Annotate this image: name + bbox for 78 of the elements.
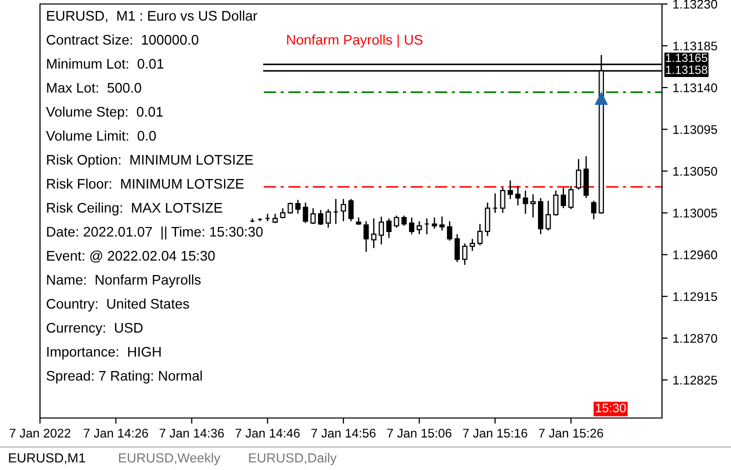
x-tick-label: 7 Jan 14:36	[160, 428, 224, 438]
candlestick	[364, 220, 369, 252]
candlestick	[378, 216, 384, 246]
candlestick	[591, 200, 596, 220]
candlestick	[454, 234, 460, 263]
annotation: Risk Option: MINIMUM LOTSIZE	[47, 154, 253, 168]
candlestick	[310, 208, 316, 225]
candlestick	[371, 218, 376, 249]
candlestick	[409, 216, 414, 235]
x-tick-label: 7 Jan 2022	[10, 428, 70, 438]
y-tick-label: 1.12915	[673, 292, 718, 302]
annotation: Nonfarm Payrolls | US	[287, 34, 422, 48]
y-tick-label: 1.13005	[673, 208, 718, 218]
candlestick	[348, 198, 354, 222]
annotation: Risk Ceiling: MAX LOTSIZE	[47, 202, 222, 216]
text: EURUSD,Daily	[249, 452, 337, 466]
y-tick-label: 1.13140	[673, 83, 718, 92]
candlestick	[553, 190, 558, 216]
x-tick-label: 7 Jan 15:06	[387, 428, 452, 438]
candlestick	[439, 216, 445, 232]
candlestick	[462, 242, 468, 266]
candlestick	[288, 202, 293, 214]
candlestick	[340, 198, 346, 222]
candlestick	[522, 190, 528, 214]
y-tick-label: 1.13185	[673, 42, 718, 50]
x-tick-label: 7 Jan 14:26	[84, 428, 148, 438]
annotation: Name: Nonfarm Payrolls	[47, 274, 201, 288]
text: EURUSD,Weekly	[119, 452, 220, 466]
candlestick	[394, 215, 400, 228]
candlestick	[546, 200, 551, 232]
y-tick-label: 1.12960	[673, 250, 718, 260]
x-tick-label: 7 Jan 14:56	[311, 428, 376, 438]
text: EURUSD,M1	[9, 453, 86, 464]
chart-title: EURUSD, M1 : Euro vs US Dollar	[47, 10, 258, 22]
annotation: Date: 2022.01.07 || Time: 15:30:30	[47, 226, 263, 240]
candlestick	[432, 216, 438, 230]
candlestick	[576, 158, 582, 190]
candlestick	[386, 218, 392, 239]
annotation: 15:30	[596, 404, 626, 412]
annotation: Volume Step: 0.01	[46, 106, 163, 120]
y-tick-label: 1.13230	[673, 0, 718, 9]
candlestick	[302, 202, 308, 224]
candlestick	[318, 209, 324, 226]
annotation: Currency: USD	[46, 322, 143, 336]
ref-line-label: 1.13158	[666, 66, 708, 74]
candlestick	[280, 208, 286, 220]
annotation: Contract Size: 100000.0	[46, 34, 198, 45]
x-tick-label: 7 Jan 14:46	[236, 428, 300, 438]
candlestick	[560, 187, 566, 209]
candlestick	[326, 208, 331, 228]
annotation: Minimum Lot: 0.01	[47, 58, 164, 69]
y-tick-label: 1.12825	[673, 376, 718, 385]
y-tick-label: 1.12870	[673, 334, 718, 343]
annotation: Max Lot: 500.0	[47, 82, 142, 93]
candlestick	[401, 215, 407, 226]
candlestick	[477, 223, 483, 246]
x-tick-label: 7 Jan 15:16	[463, 428, 528, 438]
candlestick	[470, 238, 476, 252]
candlestick	[416, 220, 422, 235]
annotation: Country: United States	[46, 298, 190, 312]
y-tick-label: 1.13050	[673, 166, 718, 176]
candlestick	[500, 187, 506, 214]
candlestick	[446, 220, 452, 242]
annotation: Spread: 7 Rating: Normal	[46, 370, 202, 384]
candlestick	[508, 180, 513, 200]
candlestick	[272, 213, 278, 224]
candlestick	[530, 194, 536, 218]
annotation: Event: @ 2022.02.04 15:30	[47, 250, 215, 263]
candlestick	[515, 185, 521, 206]
candlestick	[568, 185, 574, 210]
x-tick-label: 7 Jan 15:26	[538, 428, 604, 438]
annotation: Volume Limit: 0.0	[46, 130, 156, 141]
candlestick	[295, 199, 301, 214]
y-tick-label: 1.13095	[673, 125, 718, 134]
candlestick	[484, 202, 490, 237]
ref-line-label: 1.13165	[666, 54, 708, 62]
annotation: Importance: HIGH	[47, 346, 161, 360]
annotation: Risk Floor: MINIMUM LOTSIZE	[47, 178, 244, 189]
